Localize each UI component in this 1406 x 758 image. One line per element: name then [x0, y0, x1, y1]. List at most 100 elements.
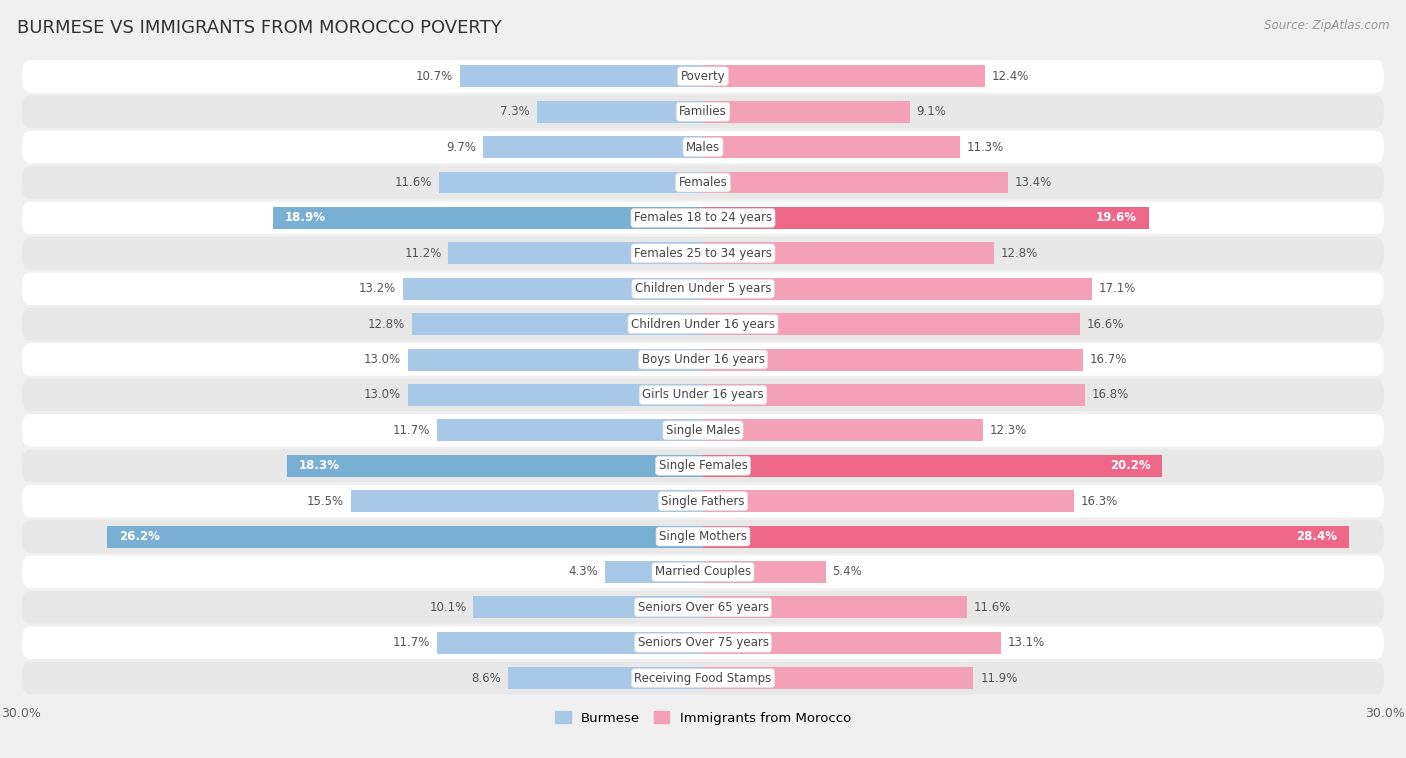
FancyBboxPatch shape: [22, 591, 1384, 624]
Text: Single Fathers: Single Fathers: [661, 495, 745, 508]
Bar: [703, 561, 825, 583]
Text: 11.7%: 11.7%: [392, 424, 430, 437]
Bar: [703, 277, 1091, 299]
Bar: [408, 349, 703, 371]
Bar: [703, 101, 910, 123]
Text: 12.4%: 12.4%: [991, 70, 1029, 83]
Text: 13.0%: 13.0%: [364, 388, 401, 402]
Bar: [412, 313, 703, 335]
Bar: [439, 171, 703, 193]
Text: 13.2%: 13.2%: [359, 282, 396, 295]
FancyBboxPatch shape: [22, 272, 1384, 305]
Text: Children Under 16 years: Children Under 16 years: [631, 318, 775, 330]
Bar: [703, 419, 983, 441]
Text: Poverty: Poverty: [681, 70, 725, 83]
Text: 20.2%: 20.2%: [1111, 459, 1150, 472]
Bar: [703, 243, 994, 265]
Text: 18.3%: 18.3%: [298, 459, 339, 472]
Text: 11.6%: 11.6%: [973, 601, 1011, 614]
FancyBboxPatch shape: [22, 166, 1384, 199]
Bar: [350, 490, 703, 512]
Bar: [482, 136, 703, 158]
Text: Children Under 5 years: Children Under 5 years: [634, 282, 772, 295]
Text: 15.5%: 15.5%: [307, 495, 344, 508]
Bar: [287, 455, 703, 477]
FancyBboxPatch shape: [22, 449, 1384, 482]
Text: 13.1%: 13.1%: [1008, 636, 1045, 650]
Bar: [703, 631, 1001, 653]
FancyBboxPatch shape: [22, 626, 1384, 659]
Bar: [703, 313, 1080, 335]
Text: Females 18 to 24 years: Females 18 to 24 years: [634, 211, 772, 224]
Bar: [474, 597, 703, 619]
Text: 11.3%: 11.3%: [967, 141, 1004, 154]
Text: Single Mothers: Single Mothers: [659, 530, 747, 543]
Text: 12.3%: 12.3%: [990, 424, 1026, 437]
Text: Families: Families: [679, 105, 727, 118]
Bar: [273, 207, 703, 229]
FancyBboxPatch shape: [22, 308, 1384, 340]
Bar: [703, 525, 1348, 547]
Bar: [703, 384, 1085, 406]
FancyBboxPatch shape: [22, 379, 1384, 411]
Text: 4.3%: 4.3%: [568, 565, 599, 578]
Bar: [449, 243, 703, 265]
Text: 16.3%: 16.3%: [1080, 495, 1118, 508]
Text: 13.0%: 13.0%: [364, 353, 401, 366]
Text: BURMESE VS IMMIGRANTS FROM MOROCCO POVERTY: BURMESE VS IMMIGRANTS FROM MOROCCO POVER…: [17, 19, 502, 37]
Bar: [437, 419, 703, 441]
Text: Boys Under 16 years: Boys Under 16 years: [641, 353, 765, 366]
Text: Single Females: Single Females: [658, 459, 748, 472]
Text: Males: Males: [686, 141, 720, 154]
FancyBboxPatch shape: [22, 202, 1384, 234]
Text: 18.9%: 18.9%: [285, 211, 326, 224]
Bar: [605, 561, 703, 583]
Text: 9.1%: 9.1%: [917, 105, 946, 118]
Text: 11.7%: 11.7%: [392, 636, 430, 650]
Legend: Burmese, Immigrants from Morocco: Burmese, Immigrants from Morocco: [550, 706, 856, 730]
FancyBboxPatch shape: [22, 343, 1384, 376]
Bar: [703, 207, 1149, 229]
FancyBboxPatch shape: [22, 96, 1384, 128]
Text: 11.2%: 11.2%: [405, 247, 441, 260]
Bar: [703, 349, 1083, 371]
Text: 12.8%: 12.8%: [368, 318, 405, 330]
Bar: [703, 136, 960, 158]
Bar: [404, 277, 703, 299]
Bar: [703, 171, 1008, 193]
Text: 16.6%: 16.6%: [1087, 318, 1125, 330]
Text: Girls Under 16 years: Girls Under 16 years: [643, 388, 763, 402]
Bar: [537, 101, 703, 123]
Text: Seniors Over 65 years: Seniors Over 65 years: [637, 601, 769, 614]
Text: 10.1%: 10.1%: [429, 601, 467, 614]
Bar: [703, 65, 984, 87]
Text: Females 25 to 34 years: Females 25 to 34 years: [634, 247, 772, 260]
Bar: [408, 384, 703, 406]
Text: Married Couples: Married Couples: [655, 565, 751, 578]
Text: 7.3%: 7.3%: [501, 105, 530, 118]
Text: 5.4%: 5.4%: [832, 565, 862, 578]
FancyBboxPatch shape: [22, 131, 1384, 164]
Bar: [107, 525, 703, 547]
Text: 11.6%: 11.6%: [395, 176, 433, 189]
FancyBboxPatch shape: [22, 556, 1384, 588]
FancyBboxPatch shape: [22, 237, 1384, 270]
Text: 12.8%: 12.8%: [1001, 247, 1038, 260]
Text: Seniors Over 75 years: Seniors Over 75 years: [637, 636, 769, 650]
Text: Single Males: Single Males: [666, 424, 740, 437]
Text: 10.7%: 10.7%: [416, 70, 453, 83]
Text: Source: ZipAtlas.com: Source: ZipAtlas.com: [1264, 19, 1389, 32]
Bar: [508, 667, 703, 689]
Bar: [703, 490, 1074, 512]
Text: 26.2%: 26.2%: [120, 530, 160, 543]
Bar: [703, 597, 967, 619]
Bar: [437, 631, 703, 653]
FancyBboxPatch shape: [22, 60, 1384, 92]
FancyBboxPatch shape: [22, 485, 1384, 518]
Text: 13.4%: 13.4%: [1014, 176, 1052, 189]
Text: 16.7%: 16.7%: [1090, 353, 1126, 366]
Bar: [460, 65, 703, 87]
Text: 11.9%: 11.9%: [980, 672, 1018, 684]
Text: 8.6%: 8.6%: [471, 672, 501, 684]
Text: Females: Females: [679, 176, 727, 189]
